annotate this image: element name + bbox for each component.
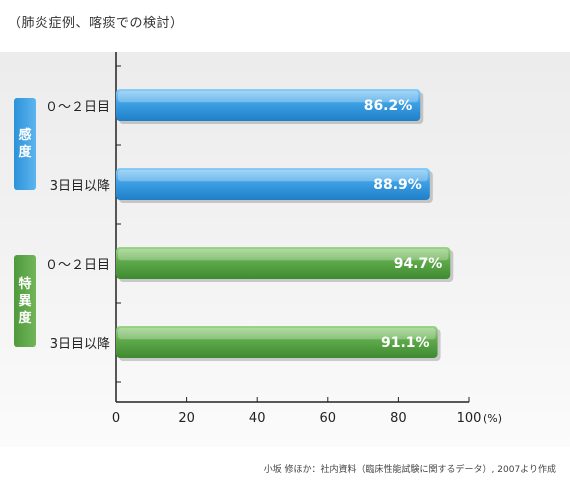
category-char: 度 bbox=[18, 145, 32, 160]
x-axis-unit: (%) bbox=[483, 412, 502, 425]
row-label-spec-3: 3日目以降 bbox=[49, 337, 110, 352]
x-tick-label: 0 bbox=[112, 411, 120, 426]
bar-value-label: 86.2% bbox=[364, 98, 413, 114]
bar-gloss bbox=[118, 170, 428, 182]
bar-value-label: 88.9% bbox=[373, 177, 422, 193]
row-label-sens-0-2: ０～２日目 bbox=[44, 100, 110, 115]
row-label-sens-3: 3日目以降 bbox=[49, 179, 110, 194]
x-tick-label: 40 bbox=[249, 411, 266, 426]
category-char: 異 bbox=[18, 293, 32, 309]
row-label-spec-0-2: ０～２日目 bbox=[44, 258, 110, 273]
chart-note: （肺炎症例、喀痰での検討） bbox=[8, 16, 184, 31]
x-tick-label: 20 bbox=[178, 411, 195, 426]
bar bbox=[116, 89, 421, 121]
bar-value-label: 94.7% bbox=[394, 256, 443, 272]
bar bbox=[116, 247, 451, 279]
category-char: 特 bbox=[18, 276, 32, 292]
bar-gloss bbox=[118, 249, 449, 261]
bar bbox=[116, 326, 438, 358]
bar-gloss bbox=[118, 91, 419, 103]
x-tick-label: 80 bbox=[390, 411, 407, 426]
category-sensitivity: 感 度 bbox=[14, 98, 36, 190]
bar-value-label: 91.1% bbox=[381, 335, 430, 351]
category-specificity: 特 異 度 bbox=[14, 255, 36, 347]
category-char: 感 bbox=[18, 128, 32, 143]
x-tick-label: 100 bbox=[457, 411, 482, 426]
footnote: 小坂 修ほか：社内資料（臨床性能試験に関するデータ）, 2007より作成 bbox=[263, 465, 556, 475]
bar-layer: 86.2% 88.9% 94.7% 91.1% bbox=[116, 89, 454, 361]
bar bbox=[116, 168, 430, 200]
x-tick-label: 60 bbox=[320, 411, 337, 426]
category-char: 度 bbox=[18, 310, 32, 326]
bar-gloss bbox=[118, 328, 436, 340]
